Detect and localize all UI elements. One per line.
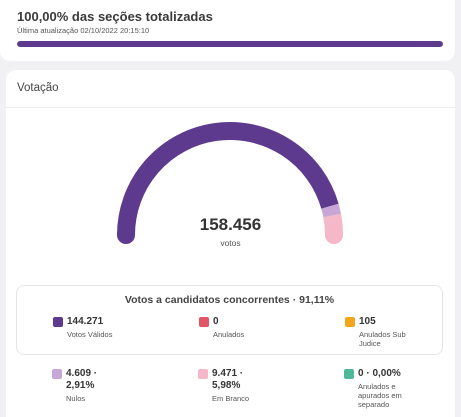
em-branco-swatch xyxy=(198,369,208,379)
anulados-value: 0 xyxy=(213,316,219,327)
votos-validos-swatch xyxy=(53,317,63,327)
anulados-label: Anulados xyxy=(213,330,245,339)
concorrentes-title: Votos a candidatos concorrentes · 91,11% xyxy=(124,294,335,306)
anulados-swatch xyxy=(199,317,209,327)
totalization-title: 100,00% das seções totalizadas xyxy=(17,9,213,24)
nulos-label: Nulos xyxy=(66,394,86,403)
nulos-percent: 2,91% xyxy=(66,380,95,391)
votos-validos-value: 144.271 xyxy=(67,316,104,327)
anulados-sub-judice-label: Anulados Sub Judice xyxy=(359,330,406,348)
total-votes-label: votos xyxy=(220,238,241,248)
divider xyxy=(6,107,455,108)
em-branco-percent: 5,98% xyxy=(212,380,241,391)
gauge-cap-1 xyxy=(325,226,343,244)
anulados-separado-label: Anulados e apurados em separado xyxy=(358,382,402,409)
totalization-progress-bar xyxy=(17,41,443,47)
anulados-sub-judice-value: 105 xyxy=(359,316,376,327)
em-branco-label: Em Branco xyxy=(212,394,250,403)
anulados-separado-swatch xyxy=(344,369,354,379)
anulados-separado-value: 0 · 0,00% xyxy=(358,368,401,379)
gauge-segment-1 xyxy=(321,203,341,218)
nulos-swatch xyxy=(52,369,62,379)
gauge-segment-0 xyxy=(117,122,339,236)
nulos-value: 4.609 · xyxy=(66,368,98,379)
anulados-sub-judice-swatch xyxy=(345,317,355,327)
concorrentes-box: Votos a candidatos concorrentes · 91,11%… xyxy=(16,285,443,355)
em-branco-value: 9.471 · xyxy=(212,368,244,379)
totalization-card: 100,00% das seções totalizadas Última at… xyxy=(0,0,455,61)
total-votes: 158.456 xyxy=(199,215,262,234)
votos-validos-label: Votos Válidos xyxy=(67,330,113,339)
totalization-progress-fill xyxy=(17,41,443,47)
votacao-card: Votação 158.456 votos Votos a candidatos… xyxy=(6,70,455,417)
gauge-cap-0 xyxy=(117,226,135,244)
section-title: Votação xyxy=(17,82,59,94)
last-update-text: Última atualização 02/10/2022 20:15:10 xyxy=(17,26,150,35)
votes-gauge xyxy=(117,122,343,244)
